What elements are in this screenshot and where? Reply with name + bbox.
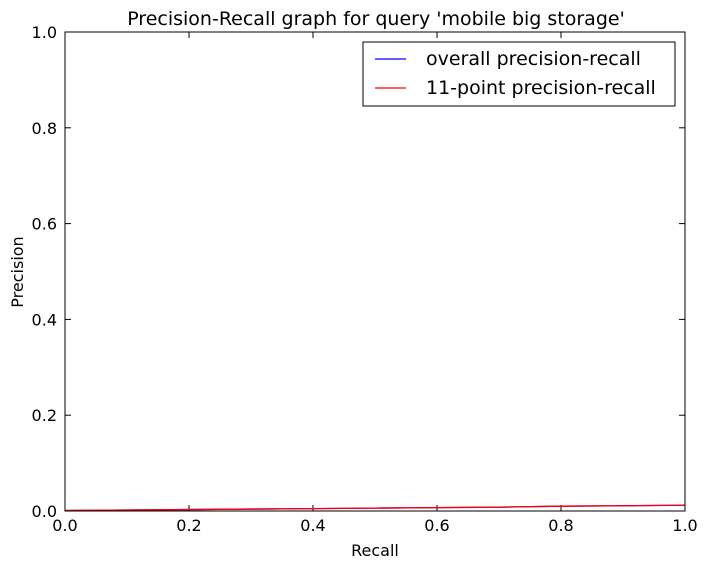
y-axis-label: Precision	[8, 236, 27, 307]
y-tick-labels: 0.0 0.2 0.4 0.6 0.8 1.0	[32, 23, 57, 521]
legend-box	[362, 41, 676, 107]
plot-frame	[64, 31, 686, 512]
series-lines	[64, 504, 686, 512]
x-tick-label: 0.2	[176, 516, 201, 535]
y-tick-label: 0.8	[32, 119, 57, 138]
y-tick-label: 0.2	[32, 406, 57, 425]
x-tick-label: 0.4	[300, 516, 325, 535]
y-tick-label: 0.4	[32, 310, 57, 329]
legend: overall precision-recall 11-point precis…	[362, 41, 676, 107]
x-tick-label: 0.0	[52, 516, 77, 535]
legend-label-overall: overall precision-recall	[426, 48, 641, 70]
legend-label-11point: 11-point precision-recall	[426, 77, 656, 99]
y-tick-label: 0.6	[32, 215, 57, 234]
chart-title: Precision-Recall graph for query 'mobile…	[127, 8, 625, 30]
x-tick-label: 0.6	[424, 516, 449, 535]
y-tick-label: 1.0	[32, 23, 57, 42]
x-tick-labels: 0.0 0.2 0.4 0.6 0.8 1.0	[52, 516, 697, 535]
y-tick-label: 0.0	[32, 502, 57, 521]
x-axis-label: Recall	[351, 541, 399, 560]
x-tick-label: 1.0	[672, 516, 697, 535]
series-line-1	[64, 504, 686, 512]
plot-area	[65, 32, 685, 511]
x-tick-label: 0.8	[548, 516, 573, 535]
